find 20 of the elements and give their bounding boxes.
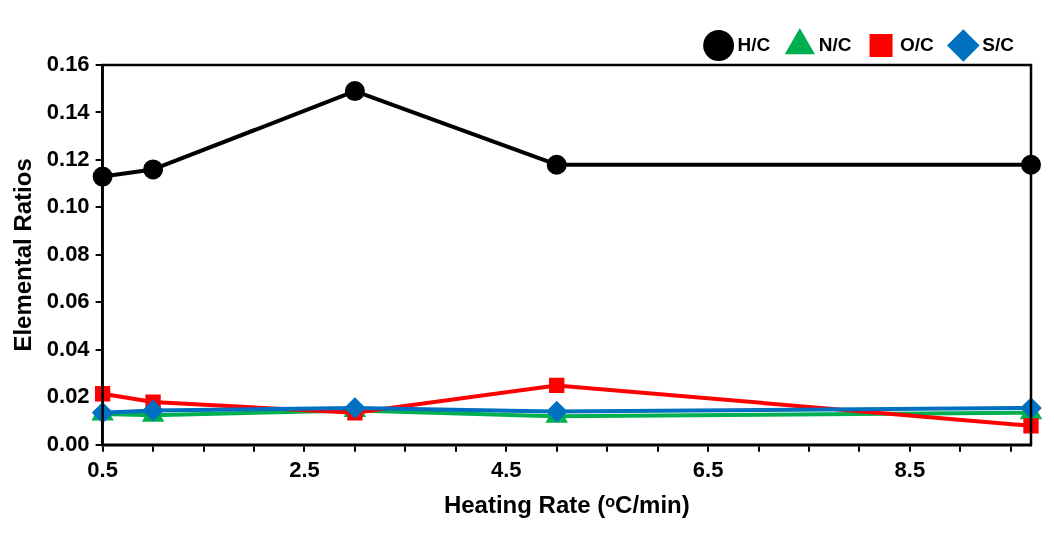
- legend-label: S/C: [982, 33, 1015, 55]
- x-tick-label: 0.5: [87, 457, 118, 483]
- legend-label: N/C: [818, 33, 852, 55]
- x-axis-title: Heating Rate (ᵒC/min): [443, 491, 690, 519]
- legend-label: O/C: [900, 33, 935, 55]
- y-tick-label: 0.10: [46, 193, 90, 219]
- y-tick-label: 0.06: [46, 288, 90, 314]
- legend-label: H/C: [737, 33, 771, 55]
- x-tick-label: 2.5: [289, 457, 320, 483]
- y-tick-label: 0.08: [46, 240, 90, 266]
- y-tick-label: 0.04: [46, 335, 91, 361]
- y-tick-label: 0.12: [46, 146, 90, 172]
- x-tick-label: 6.5: [692, 457, 724, 483]
- x-tick-label: 8.5: [894, 457, 926, 483]
- y-tick-label: 0.00: [46, 430, 90, 456]
- x-tick-label: 4.5: [490, 457, 522, 483]
- y-tick-label: 0.16: [46, 51, 90, 77]
- y-tick-label: 0.02: [46, 383, 90, 409]
- y-tick-label: 0.14: [46, 98, 91, 124]
- y-axis-title: Elemental Ratios: [9, 158, 37, 352]
